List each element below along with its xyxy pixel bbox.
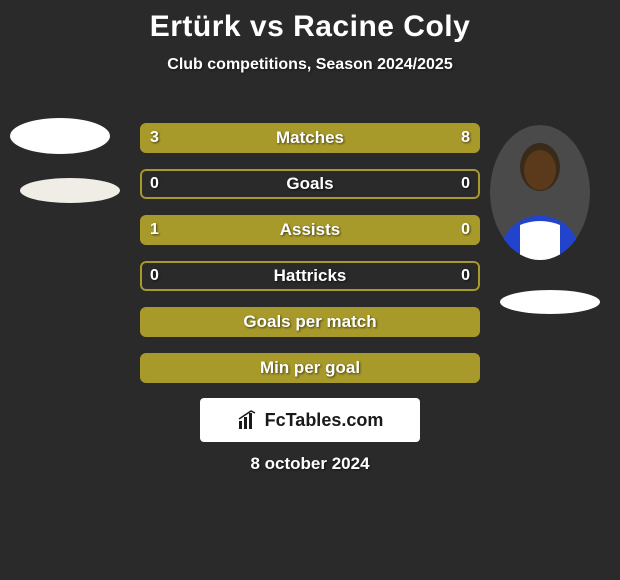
bar-label: Goals per match (140, 307, 480, 337)
player-right-avatar (490, 125, 590, 260)
player-left-badge-placeholder (20, 178, 120, 203)
stat-bar: Hattricks0 0 (140, 261, 480, 291)
comparison-bars: Matches38Goals00Assists10Hattricks00Goal… (140, 123, 480, 399)
bar-label: Goals (140, 169, 480, 199)
stat-bar: Goals0 0 (140, 169, 480, 199)
bar-label: Matches (140, 123, 480, 153)
player-right-badge-placeholder (500, 290, 600, 314)
subtitle: Club competitions, Season 2024/2025 (0, 56, 620, 74)
bar-value-left: 0 (150, 261, 159, 291)
bar-value-right: 0 (461, 215, 470, 245)
stat-bar: Goals per match (140, 307, 480, 337)
bar-value-right: 8 (461, 123, 470, 153)
stat-bar: Min per goal (140, 353, 480, 383)
bar-value-left: 0 (150, 169, 159, 199)
bar-label: Min per goal (140, 353, 480, 383)
bar-label: Assists (140, 215, 480, 245)
bar-label: Hattricks (140, 261, 480, 291)
bar-value-right: 0 (461, 261, 470, 291)
bar-value-left: 1 (150, 215, 159, 245)
bar-value-left: 3 (150, 123, 159, 153)
bar-value-right: 0 (461, 169, 470, 199)
snapshot-date: 8 october 2024 (0, 454, 620, 474)
page-title: Ertürk vs Racine Coly (0, 0, 620, 44)
brand-text: FcTables.com (265, 410, 384, 431)
chart-icon (237, 409, 259, 431)
brand-attribution: FcTables.com (200, 398, 420, 442)
stat-bar: Assists1 0 (140, 215, 480, 245)
stat-bar: Matches3 8 (140, 123, 480, 153)
player-left-avatar-placeholder (10, 118, 110, 154)
